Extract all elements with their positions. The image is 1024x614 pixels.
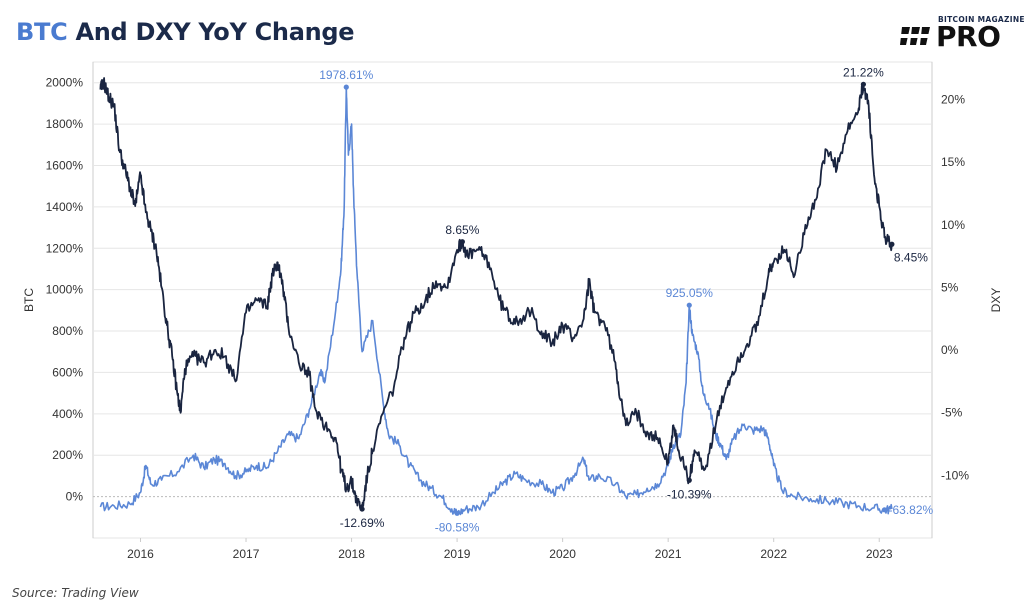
x-tick-label: 2018 — [338, 547, 365, 561]
btc-annotation-marker — [343, 84, 349, 90]
logo-small-text: BITCOIN MAGAZINE — [938, 15, 1024, 24]
title-btc: BTC — [16, 18, 68, 46]
y-tick-label-right: 20% — [941, 93, 965, 107]
dxy-annotation-label: -10.39% — [667, 487, 712, 501]
btc-annotation-marker — [686, 302, 692, 308]
y-tick-label-right: 15% — [941, 155, 965, 169]
y-tick-label-right: -10% — [941, 468, 969, 482]
dxy-series-line — [99, 77, 893, 510]
y-tick-label-left: 800% — [52, 324, 83, 338]
y-tick-label-left: 1600% — [46, 158, 84, 172]
y-tick-label-right: -5% — [941, 406, 963, 420]
bitcoin-magazine-logo-icon — [900, 27, 932, 45]
y-tick-label-left: 1000% — [46, 283, 84, 297]
dxy-annotation-marker — [686, 477, 692, 483]
logo-big-text: PRO — [936, 20, 1001, 53]
dxy-annotation-marker — [860, 81, 867, 87]
title-rest: And DXY YoY Change — [67, 18, 355, 46]
btc-annotation-label: 1978.61% — [319, 68, 373, 82]
btc-annotation-label: -80.58% — [435, 520, 480, 534]
btc-annotation-marker — [454, 510, 460, 516]
btc-annotation-label: 925.05% — [666, 286, 714, 300]
y-tick-label-right: 5% — [941, 280, 959, 294]
dxy-annotation-marker — [889, 241, 895, 247]
btc-annotation-label: -63.82% — [889, 503, 934, 517]
y-tick-label-left: 1200% — [46, 241, 84, 255]
y-axis-title-right: DXY — [989, 288, 1003, 313]
source-note: Source: Trading View — [12, 586, 139, 600]
y-tick-label-left: 2000% — [46, 76, 84, 90]
y-tick-label-left: 1400% — [46, 200, 84, 214]
x-tick-label: 2021 — [655, 547, 682, 561]
btc-series-line — [99, 86, 893, 516]
x-tick-label: 2017 — [233, 547, 260, 561]
chart-title: BTC And DXY YoY Change — [16, 18, 355, 46]
y-tick-label-right: 10% — [941, 218, 965, 232]
dxy-annotation-marker — [359, 506, 365, 512]
brand-logo: BITCOIN MAGAZINE PRO — [900, 14, 1024, 54]
dxy-annotation-label: 8.45% — [894, 250, 928, 264]
x-tick-label: 2016 — [127, 547, 154, 561]
x-tick-label: 2019 — [444, 547, 471, 561]
y-tick-label-left: 400% — [52, 407, 83, 421]
dxy-annotation-marker — [459, 239, 465, 245]
x-tick-label: 2020 — [549, 547, 576, 561]
y-tick-label-left: 600% — [52, 365, 83, 379]
plot-frame — [92, 61, 933, 539]
y-tick-label-right: 0% — [941, 343, 959, 357]
y-axis-title-left: BTC — [22, 288, 36, 312]
dxy-annotation-label: 21.22% — [843, 65, 884, 79]
y-tick-label-left: 0% — [66, 490, 84, 504]
y-tick-label-left: 200% — [52, 448, 83, 462]
y-tick-label-left: 1800% — [46, 117, 84, 131]
btc-annotation-marker — [881, 507, 888, 513]
dxy-annotation-label: 8.65% — [445, 223, 479, 237]
x-tick-label: 2023 — [866, 547, 893, 561]
dxy-annotation-label: -12.69% — [340, 516, 385, 530]
x-tick-label: 2022 — [760, 547, 787, 561]
